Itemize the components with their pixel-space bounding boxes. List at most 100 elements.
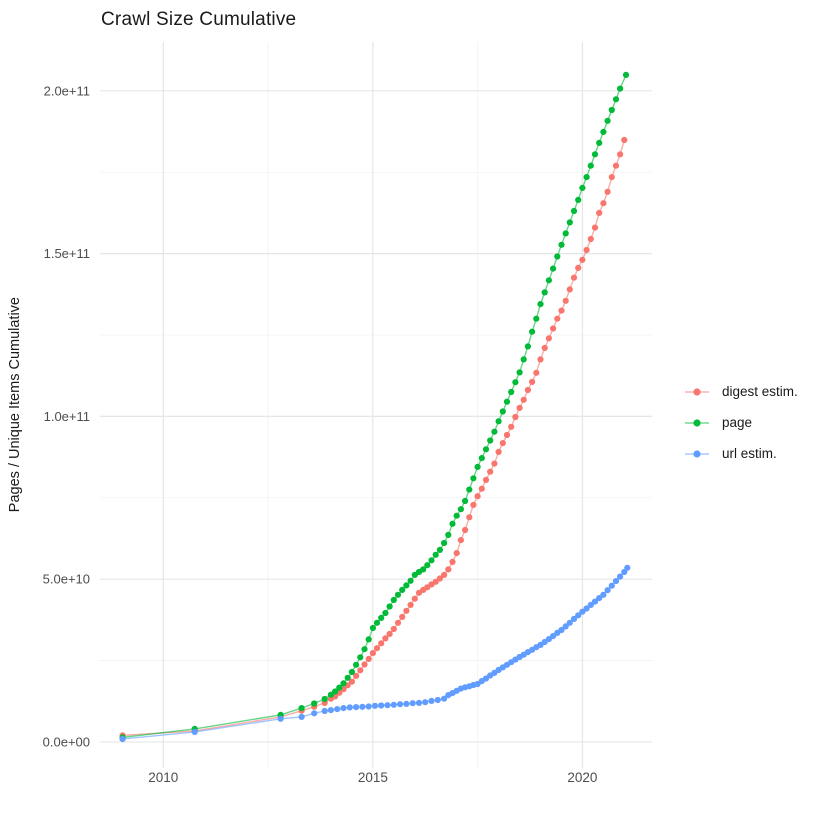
data-point bbox=[562, 623, 569, 630]
data-point bbox=[449, 520, 456, 527]
data-point bbox=[415, 699, 423, 707]
data-point bbox=[346, 704, 353, 711]
data-point bbox=[520, 396, 527, 403]
data-point bbox=[596, 209, 603, 216]
data-point bbox=[482, 446, 490, 453]
data-point bbox=[579, 608, 586, 615]
data-point bbox=[533, 369, 540, 376]
data-point bbox=[600, 200, 607, 207]
data-point bbox=[617, 151, 624, 158]
data-point bbox=[365, 703, 372, 710]
data-point bbox=[457, 506, 464, 513]
data-point bbox=[386, 630, 393, 638]
data-point bbox=[397, 701, 404, 708]
data-point bbox=[462, 526, 469, 534]
data-point bbox=[191, 728, 198, 736]
data-point bbox=[407, 577, 414, 584]
y-tick-label: 0.0e+00 bbox=[43, 734, 90, 749]
data-point bbox=[403, 582, 410, 589]
data-point bbox=[311, 700, 318, 707]
data-point bbox=[390, 701, 397, 708]
data-point bbox=[600, 128, 607, 135]
legend-item-digest-estim-: digest estim. bbox=[684, 376, 798, 407]
data-point bbox=[558, 307, 565, 314]
legend-key-icon bbox=[685, 387, 709, 396]
data-point bbox=[612, 162, 620, 169]
data-point bbox=[583, 246, 590, 254]
series-points-url-estim- bbox=[119, 564, 631, 743]
data-point bbox=[441, 539, 448, 547]
data-point bbox=[470, 501, 477, 508]
data-point bbox=[562, 230, 569, 237]
data-point bbox=[516, 369, 523, 376]
data-point bbox=[482, 476, 490, 483]
data-point bbox=[357, 667, 364, 674]
legend-item-page: page bbox=[684, 407, 798, 438]
data-point bbox=[403, 607, 410, 614]
data-point bbox=[277, 715, 284, 722]
data-point bbox=[432, 551, 439, 558]
data-point bbox=[348, 678, 355, 685]
data-point bbox=[394, 619, 402, 626]
data-point bbox=[512, 379, 519, 386]
data-point bbox=[537, 356, 544, 363]
x-tick-label: 2015 bbox=[358, 770, 388, 785]
data-point bbox=[311, 710, 318, 717]
data-point bbox=[550, 325, 557, 332]
data-point bbox=[579, 256, 586, 263]
data-point bbox=[378, 614, 385, 622]
data-point bbox=[554, 315, 561, 322]
data-point bbox=[554, 253, 561, 260]
data-point bbox=[529, 378, 536, 385]
data-point bbox=[596, 595, 603, 602]
y-tick-label: 1.5e+11 bbox=[44, 246, 90, 261]
data-point bbox=[336, 684, 343, 691]
data-point bbox=[550, 633, 557, 640]
data-point bbox=[520, 356, 527, 363]
data-point bbox=[487, 468, 494, 475]
data-point bbox=[587, 162, 594, 169]
data-point bbox=[591, 151, 599, 158]
data-point bbox=[474, 463, 481, 470]
data-point bbox=[462, 497, 469, 505]
data-point bbox=[604, 587, 611, 594]
data-point bbox=[566, 619, 573, 626]
data-point bbox=[499, 440, 506, 447]
data-point bbox=[403, 700, 410, 708]
legend-item-url-estim-: url estim. bbox=[684, 438, 798, 469]
data-point bbox=[487, 437, 494, 444]
data-point bbox=[434, 696, 441, 704]
data-point bbox=[445, 566, 452, 573]
data-point bbox=[348, 668, 355, 676]
data-point bbox=[608, 582, 615, 589]
legend-label: page bbox=[722, 415, 753, 430]
legend-label: url estim. bbox=[722, 446, 777, 461]
data-point bbox=[570, 274, 578, 281]
data-point bbox=[441, 571, 448, 579]
data-point bbox=[428, 697, 435, 705]
data-point bbox=[491, 428, 498, 435]
data-point bbox=[622, 71, 630, 78]
chart-title: Crawl Size Cumulative bbox=[101, 9, 297, 30]
data-point bbox=[524, 343, 532, 350]
data-point bbox=[369, 650, 376, 657]
data-point bbox=[583, 174, 590, 181]
data-point bbox=[394, 591, 402, 598]
data-point bbox=[604, 188, 611, 195]
data-point bbox=[495, 418, 502, 425]
data-point bbox=[503, 431, 511, 439]
data-point bbox=[390, 625, 397, 633]
data-point bbox=[545, 277, 553, 284]
data-point bbox=[591, 224, 599, 231]
data-point bbox=[384, 702, 391, 709]
data-point bbox=[327, 707, 334, 714]
data-point bbox=[407, 601, 414, 609]
data-point bbox=[558, 241, 565, 248]
data-point bbox=[353, 661, 360, 668]
data-point bbox=[445, 531, 452, 539]
data-point bbox=[378, 640, 385, 647]
data-point bbox=[344, 674, 351, 681]
data-point bbox=[390, 596, 397, 604]
data-point bbox=[499, 408, 506, 415]
